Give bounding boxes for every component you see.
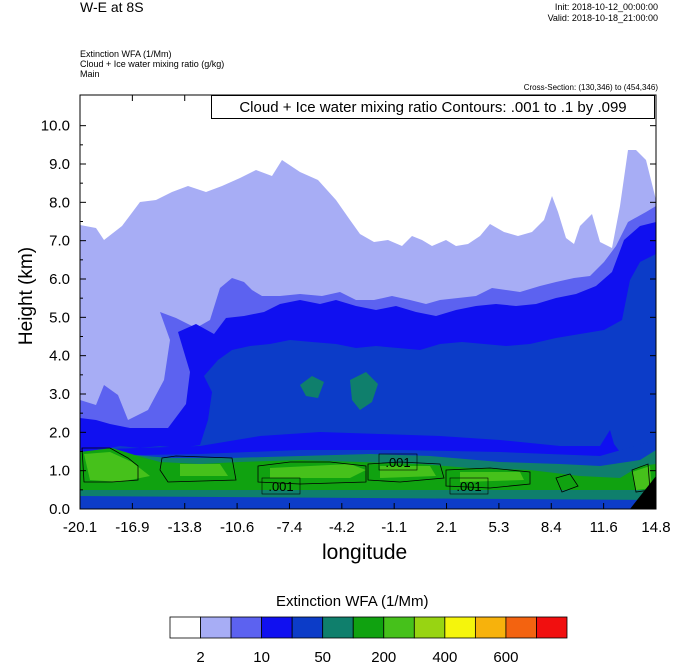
plot-title: W-E at 8S (80, 0, 144, 15)
x-axis: -20.1 -16.9 -13.8 -10.6 -7.4 -4.2 -1.1 2.1 5.3 8.… (63, 95, 671, 536)
field-mixing-ratio: Cloud + Ice water mixing ratio (g/kg) (80, 59, 225, 69)
init-time: Init: 2018-10-12_00:00:00 (554, 2, 658, 12)
x-tick-label: -7.4 (277, 519, 303, 536)
contour-label: .001 (385, 455, 410, 470)
contour-label-boxes: .001 .001 .001 (261, 453, 489, 495)
colorbar-label: 400 (432, 649, 457, 666)
y-axis-label: Height (km) (16, 246, 37, 346)
field-extinction: Extinction WFA (1/Mm) (80, 49, 172, 59)
colorbar-label: 600 (493, 649, 518, 666)
colorbar-swatch (536, 616, 568, 639)
y-tick-label: 2.0 (49, 424, 70, 441)
colorbar-swatch (444, 616, 476, 639)
field-main: Main (80, 69, 100, 79)
x-tick-label: -16.9 (115, 519, 149, 536)
contour-lines (81, 447, 651, 493)
x-tick-label: 8.4 (541, 519, 562, 536)
colorbar-label: 10 (253, 649, 270, 666)
y-tick-label: 7.0 (49, 233, 70, 250)
contour-label: .001 (268, 479, 293, 494)
colorbar-swatch (169, 616, 201, 639)
x-tick-label: 11.6 (590, 519, 618, 536)
y-tick-label: 10.0 (41, 118, 70, 135)
colorbar-swatch (383, 616, 415, 639)
colorbar-swatch (505, 616, 537, 639)
y-tick-label: 6.0 (49, 271, 70, 288)
y-tick-label: 5.0 (49, 309, 70, 326)
colorbar-swatch (413, 616, 446, 639)
time-info: Init: 2018-10-12_00:00:00 Valid: 2018-10… (548, 2, 658, 24)
x-tick-label: -20.1 (63, 519, 97, 536)
y-tick-label: 9.0 (49, 156, 70, 173)
x-axis-label: longitude (322, 541, 408, 564)
x-tick-label: -10.6 (220, 519, 254, 536)
colorbar-swatch (352, 616, 385, 639)
colorbar-label: 50 (314, 649, 331, 666)
y-tick-label: 0.0 (49, 501, 70, 518)
colorbar-swatch (230, 616, 263, 639)
colorbar-swatch (200, 616, 232, 639)
y-tick-label: 3.0 (49, 386, 70, 403)
colorbar-label: 200 (371, 649, 396, 666)
field-descriptions: Extinction WFA (1/Mm) Cloud + Ice water … (80, 49, 224, 79)
contour-label: .001 (456, 479, 481, 494)
filled-contours (80, 95, 656, 509)
y-tick-label: 8.0 (49, 194, 70, 211)
colorbar-swatch (261, 616, 293, 639)
x-tick-label: 14.8 (641, 519, 670, 536)
x-tick-label: 5.3 (488, 519, 509, 536)
colorbar-label: 2 (196, 649, 204, 666)
colorbar-swatch (291, 616, 324, 639)
y-tick-label: 4.0 (49, 348, 70, 365)
colorbar-swatch (474, 616, 507, 639)
y-axis: 0.0 1.0 2.0 3.0 4.0 5.0 6.0 7.0 8.0 9.0 10.0 (41, 118, 656, 518)
colorbar-swatch (322, 616, 354, 639)
colorbar-title: Extinction WFA (1/Mm) (276, 593, 429, 610)
x-tick-label: -4.2 (329, 519, 355, 536)
y-tick-label: 1.0 (49, 463, 70, 480)
valid-time: Valid: 2018-10-18_21:00:00 (547, 13, 658, 23)
contour-info-box: Cloud + Ice water mixing ratio Contours:… (211, 95, 655, 119)
x-tick-label: -1.1 (381, 519, 407, 536)
x-tick-label: -13.8 (168, 519, 202, 536)
x-tick-label: 2.1 (436, 519, 457, 536)
cross-section-info: Cross-Section: (130,346) to (454,346) (523, 83, 658, 92)
colorbar: 2 10 50 200 400 600 (169, 616, 568, 666)
